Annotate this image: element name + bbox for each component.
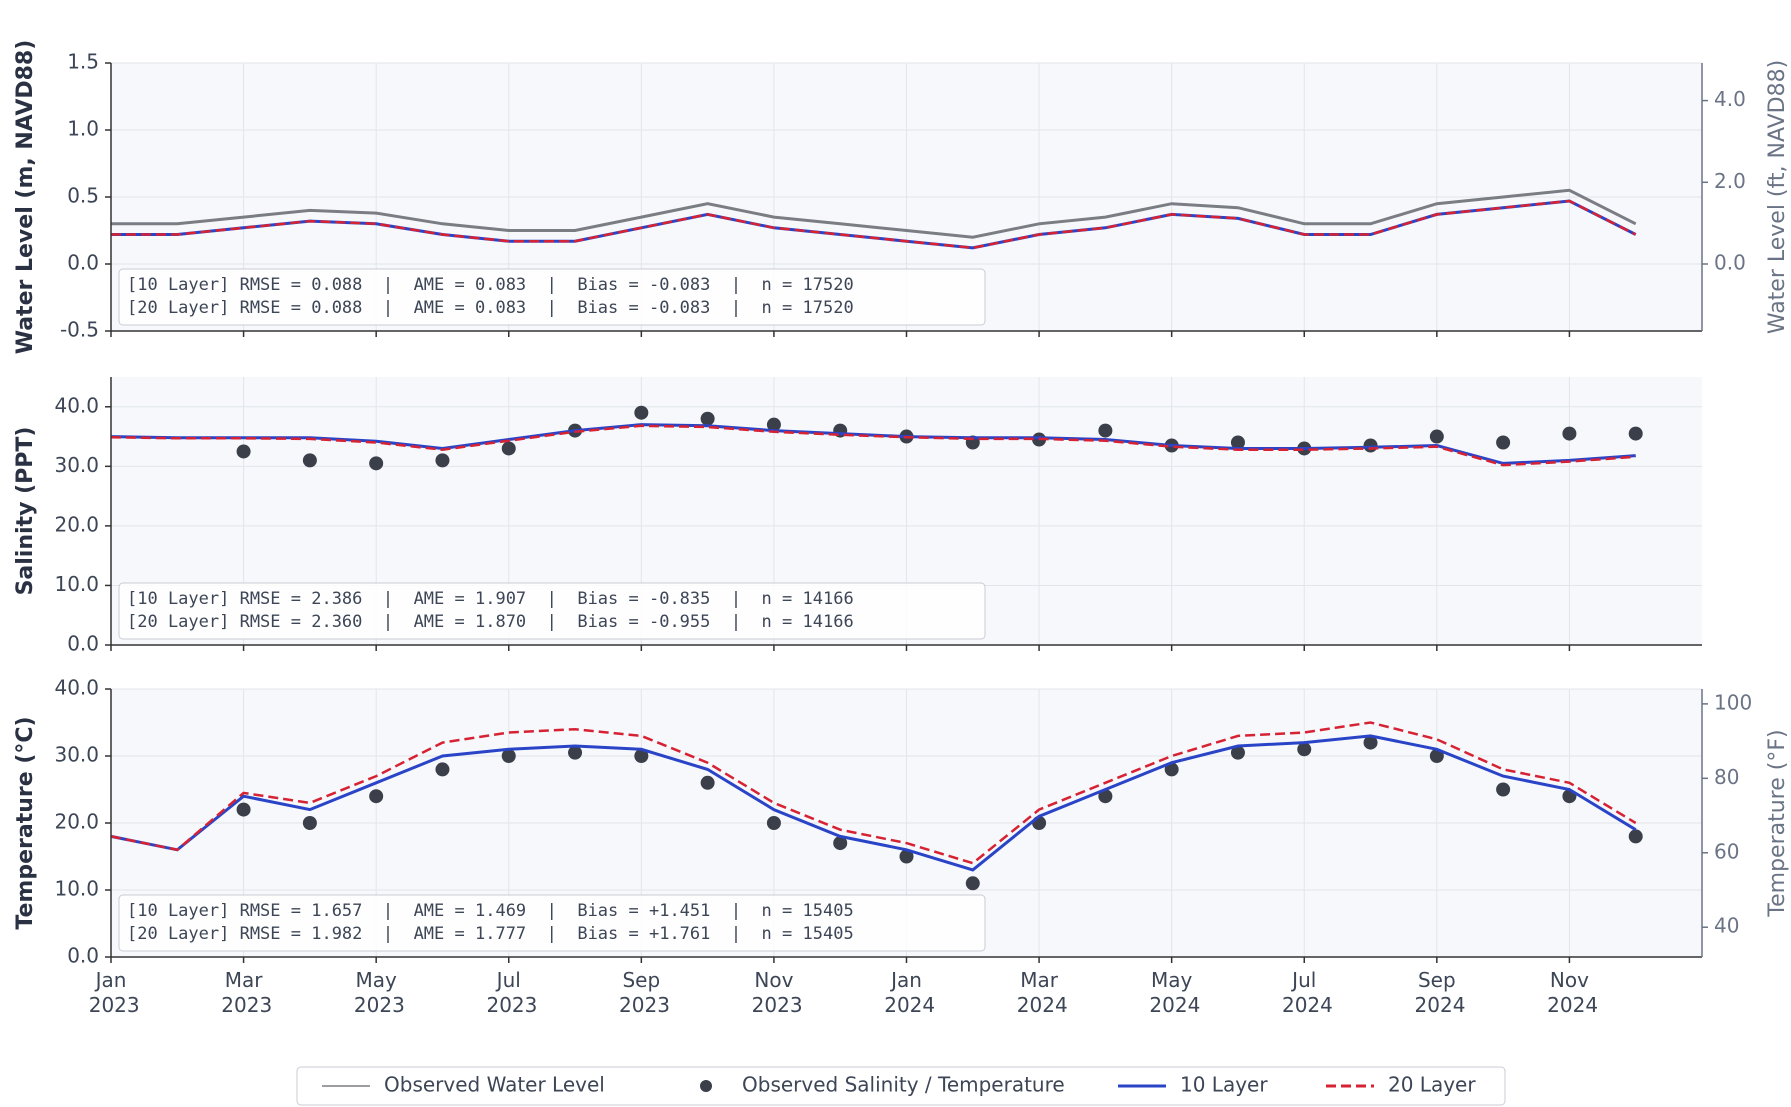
- y2-tick-label: 100: [1714, 690, 1752, 714]
- y-axis-label: Salinity (PPT): [13, 427, 38, 596]
- observed-point: [700, 775, 715, 790]
- observed-point: [1164, 762, 1179, 777]
- y2-tick-label: 80: [1714, 765, 1739, 789]
- observed-point: [1628, 829, 1643, 844]
- observed-point: [435, 453, 450, 468]
- y-tick-label: 30.0: [54, 453, 99, 477]
- observed-point: [369, 789, 384, 804]
- x-tick-label: Nov 2023: [745, 968, 802, 1017]
- y-tick-label: 0.0: [67, 251, 99, 275]
- y-tick-label: 10.0: [54, 572, 99, 596]
- observed-point: [236, 444, 251, 459]
- legend-label: Observed Water Level: [384, 1073, 605, 1097]
- y-tick-label: 20.0: [54, 512, 99, 536]
- series-line: [110, 734, 1637, 872]
- stats-text: [20 Layer] RMSE = 0.088 | AME = 0.083 | …: [127, 298, 854, 318]
- observed-point: [568, 745, 583, 760]
- x-tick-label: Jan 2023: [82, 968, 139, 1017]
- observed-point: [435, 762, 450, 777]
- legend-label: 20 Layer: [1388, 1073, 1476, 1097]
- observed-point: [302, 816, 317, 830]
- y-tick-label: 20.0: [54, 810, 99, 834]
- observed-point: [1628, 426, 1643, 441]
- stats-box: [118, 268, 986, 326]
- observed-point: [766, 816, 781, 830]
- y2-tick-label: 4.0: [1714, 87, 1746, 111]
- observed-point: [634, 405, 649, 420]
- stats-box: [118, 894, 986, 952]
- observed-point: [1098, 423, 1113, 438]
- observed-point: [501, 749, 516, 763]
- observed-point: [501, 441, 516, 456]
- observed-point: [1098, 789, 1113, 804]
- legend: Observed Water Level Observed Salinity / …: [296, 1066, 1506, 1106]
- y2-tick-label: 60: [1714, 839, 1739, 863]
- series-line: [111, 188, 1637, 239]
- x-tick-label: May 2024: [1143, 968, 1200, 1017]
- series-line: [110, 721, 1637, 865]
- legend-box: [296, 1066, 1506, 1106]
- observed-point: [766, 417, 781, 432]
- observed-point: [700, 411, 715, 426]
- observed-point: [1429, 429, 1444, 444]
- observed-point: [1297, 742, 1312, 757]
- y-axis-label: Temperature (°C): [13, 716, 38, 929]
- y-axis-label: Water Level (m, NAVD88): [13, 40, 38, 355]
- stats-text: [20 Layer] RMSE = 1.982 | AME = 1.777 | …: [127, 924, 854, 944]
- x-tick-label: Nov 2024: [1541, 968, 1598, 1017]
- observed-point: [1363, 438, 1378, 453]
- observed-point: [369, 456, 384, 471]
- y-tick-label: 40.0: [54, 676, 99, 700]
- observed-point: [899, 849, 914, 864]
- y2-tick-label: 2.0: [1714, 169, 1746, 193]
- y-tick-label: 40.0: [54, 393, 99, 417]
- observed-point: [1429, 749, 1444, 763]
- observed-point: [965, 876, 980, 891]
- observed-point: [302, 453, 317, 468]
- x-tick-label: Jul 2024: [1276, 968, 1333, 1017]
- observed-point: [236, 802, 251, 817]
- x-tick-label: May 2023: [348, 968, 405, 1017]
- y-tick-label: 0.5: [67, 184, 99, 208]
- y-tick-label: 10.0: [54, 877, 99, 901]
- legend-label: 10 Layer: [1180, 1073, 1268, 1097]
- observed-point: [1363, 735, 1378, 750]
- observed-point: [1230, 745, 1245, 760]
- y-tick-label: 1.0: [67, 117, 99, 141]
- x-tick-label: Jan 2024: [878, 968, 935, 1017]
- y2-axis-label: Temperature (°F): [1765, 729, 1790, 917]
- observed-point: [1496, 782, 1511, 797]
- observed-point: [634, 749, 649, 763]
- y-tick-label: 0.0: [67, 632, 99, 656]
- legend-label: Observed Salinity / Temperature: [742, 1073, 1065, 1097]
- observed-point: [1562, 426, 1577, 441]
- stats-text: [10 Layer] RMSE = 1.657 | AME = 1.469 | …: [127, 901, 854, 921]
- series-line: [111, 199, 1637, 250]
- y-tick-label: -0.5: [60, 318, 99, 342]
- y-tick-label: 1.5: [67, 50, 99, 74]
- y2-axis-label: Water Level (ft, NAVD88): [1765, 60, 1790, 334]
- y-tick-label: 0.0: [67, 944, 99, 968]
- x-tick-label: Sep 2024: [1408, 968, 1465, 1017]
- legend-swatch: [700, 1080, 712, 1092]
- observed-point: [1496, 435, 1511, 450]
- stats-text: [20 Layer] RMSE = 2.360 | AME = 1.870 | …: [127, 612, 854, 632]
- stats-box: [118, 582, 986, 640]
- y2-tick-label: 0.0: [1714, 251, 1746, 275]
- observed-point: [1230, 435, 1245, 450]
- observed-point: [833, 836, 848, 851]
- x-tick-label: Jul 2023: [480, 968, 537, 1017]
- x-tick-label: Mar 2023: [215, 968, 272, 1017]
- x-tick-label: Mar 2024: [1010, 968, 1067, 1017]
- y2-tick-label: 40: [1714, 914, 1739, 938]
- x-tick-label: Sep 2023: [613, 968, 670, 1017]
- stats-text: [10 Layer] RMSE = 0.088 | AME = 0.083 | …: [127, 275, 854, 295]
- y-tick-label: 30.0: [54, 743, 99, 767]
- series-line: [110, 423, 1636, 465]
- stats-text: [10 Layer] RMSE = 2.386 | AME = 1.907 | …: [127, 589, 854, 609]
